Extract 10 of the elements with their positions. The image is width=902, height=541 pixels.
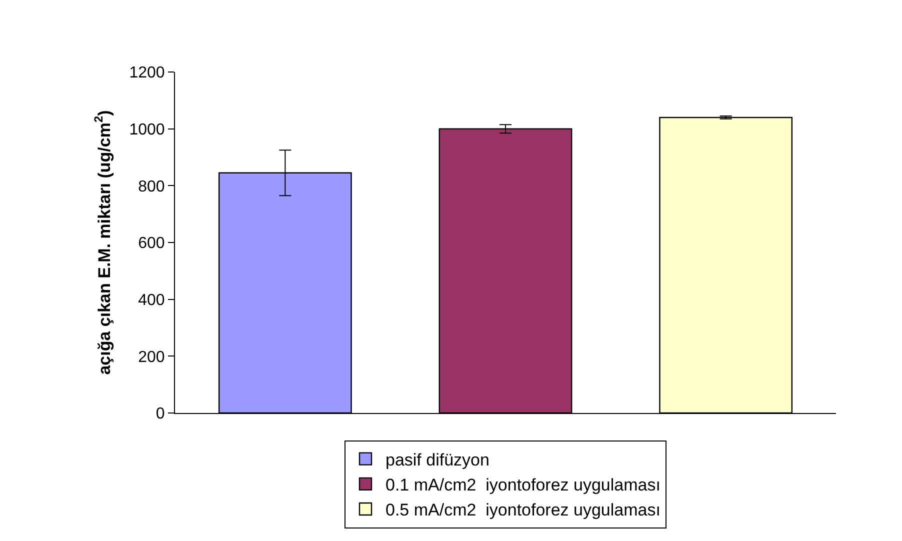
legend-label: pasif difüzyon bbox=[386, 450, 490, 470]
y-tick-label: 600 bbox=[138, 235, 165, 252]
y-tick-label: 400 bbox=[138, 292, 165, 309]
legend-label: 0.1 mA/cm2 iyontoforez uygulaması bbox=[386, 476, 660, 495]
y-tick-label: 1200 bbox=[129, 64, 165, 82]
y-tick-label: 200 bbox=[138, 348, 165, 366]
y-tick-label: 800 bbox=[138, 178, 165, 196]
y-tick-label: 1000 bbox=[129, 121, 165, 138]
y-tick-label: 0 bbox=[156, 406, 165, 423]
legend-label: 0.5 mA/cm2 iyontoforez uygulaması bbox=[386, 500, 660, 520]
